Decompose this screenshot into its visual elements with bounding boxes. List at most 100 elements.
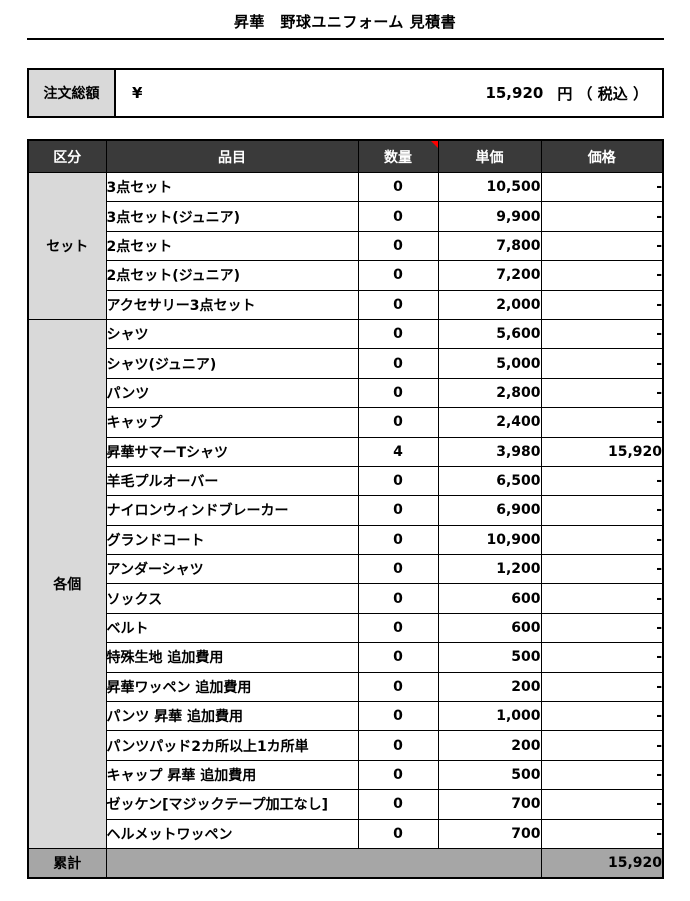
item-cell: キャップ: [105, 407, 359, 438]
unit-price-cell: 3,980: [437, 436, 542, 467]
unit-price-cell: 10,900: [437, 524, 542, 556]
unit-price-cell: 1,000: [437, 701, 542, 732]
item-cell: グランドコート: [105, 524, 359, 556]
quantity-cell[interactable]: 0: [357, 583, 439, 614]
price-cell: -: [540, 465, 664, 497]
price-cell: -: [540, 407, 664, 438]
order-total-value-cell: ¥ 15,920 円 （ 税込 ）: [116, 70, 662, 116]
quantity-cell[interactable]: 0: [357, 289, 439, 320]
item-cell: ゼッケン[マジックテープ加工なし]: [105, 789, 359, 820]
table-row: アクセサリー3点セット 0 2,000-: [28, 289, 664, 320]
quantity-cell[interactable]: 0: [357, 642, 439, 673]
table-row: キャップ 0 2,400-: [28, 407, 664, 438]
price-cell: -: [540, 671, 664, 703]
unit-price-cell: 10,500: [437, 171, 542, 203]
item-cell: 特殊生地 追加費用: [105, 642, 359, 673]
table-row: ゼッケン[マジックテープ加工なし] 0 700-: [28, 789, 664, 820]
quantity-cell[interactable]: 0: [357, 612, 439, 644]
unit-price-cell: 600: [437, 612, 542, 644]
order-total-suffix: 円 （ 税込 ）: [557, 84, 648, 103]
col-header-item: 品目: [105, 139, 359, 173]
quantity-cell[interactable]: 0: [357, 818, 439, 849]
unit-price-cell: 7,200: [437, 260, 542, 291]
price-cell: -: [540, 759, 664, 791]
quantity-cell[interactable]: 0: [357, 407, 439, 438]
table-header-row: 区分 品目 数量 単価 価格: [27, 139, 664, 173]
unit-price-cell: 500: [437, 759, 542, 791]
item-cell: ソックス: [105, 583, 359, 614]
total-price: 15,920: [540, 847, 664, 879]
total-row: 累計 15,920: [27, 847, 664, 879]
table-row: ヘルメットワッペン 0 700-: [28, 818, 664, 849]
item-cell: ヘルメットワッペン: [105, 818, 359, 849]
price-cell: -: [540, 348, 664, 379]
price-cell: -: [540, 260, 664, 291]
quantity-cell[interactable]: 0: [357, 230, 439, 262]
item-cell: ナイロンウィンドブレーカー: [105, 495, 359, 526]
price-cell: -: [540, 583, 664, 614]
table-row: シャツ(ジュニア) 0 5,000-: [28, 348, 664, 379]
quantity-cell[interactable]: 0: [357, 260, 439, 291]
unit-price-cell: 1,200: [437, 554, 542, 585]
quantity-cell[interactable]: 0: [357, 465, 439, 497]
item-cell: キャップ 昇華 追加費用: [105, 759, 359, 791]
quantity-cell[interactable]: 0: [357, 554, 439, 585]
unit-price-cell: 200: [437, 671, 542, 703]
quantity-cell[interactable]: 0: [357, 524, 439, 556]
unit-price-cell: 500: [437, 642, 542, 673]
unit-price-cell: 2,400: [437, 407, 542, 438]
table-row: パンツパッド2カ所以上1カ所単 0 200-: [28, 730, 664, 761]
table-row: グランドコート 0 10,900-: [28, 524, 664, 556]
price-cell: -: [540, 289, 664, 320]
table-row: パンツ 昇華 追加費用 0 1,000-: [28, 701, 664, 732]
unit-price-cell: 2,800: [437, 377, 542, 409]
unit-price-cell: 2,000: [437, 289, 542, 320]
currency-symbol: ¥: [132, 84, 143, 102]
unit-price-cell: 6,500: [437, 465, 542, 497]
quantity-cell[interactable]: 0: [357, 759, 439, 791]
item-cell: パンツ 昇華 追加費用: [105, 701, 359, 732]
order-total-box: 注文総額 ¥ 15,920 円 （ 税込 ）: [27, 68, 664, 118]
comment-marker-icon: [430, 141, 437, 148]
table-row: 特殊生地 追加費用 0 500-: [28, 642, 664, 673]
table-row: 2点セット(ジュニア) 0 7,200-: [28, 260, 664, 291]
quantity-cell[interactable]: 4: [357, 436, 439, 467]
order-total-label: 注文総額: [29, 70, 116, 116]
quantity-cell[interactable]: 0: [357, 701, 439, 732]
unit-price-cell: 700: [437, 818, 542, 849]
price-cell: -: [540, 730, 664, 761]
item-cell: アンダーシャツ: [105, 554, 359, 585]
quantity-cell[interactable]: 0: [357, 348, 439, 379]
table-row: ベルト 0 600-: [28, 612, 664, 644]
table-row: アンダーシャツ 0 1,200-: [28, 554, 664, 585]
quantity-cell[interactable]: 0: [357, 495, 439, 526]
order-total-amount-wrap: 15,920 円 （ 税込 ）: [485, 83, 648, 104]
table-row: セット 3点セット 0 10,500-: [27, 171, 664, 320]
quantity-cell[interactable]: 0: [357, 730, 439, 761]
quantity-cell[interactable]: 0: [357, 789, 439, 820]
quantity-cell[interactable]: 0: [357, 171, 439, 203]
item-cell: 昇華ワッペン 追加費用: [105, 671, 359, 703]
estimate-table: 区分 品目 数量 単価 価格 セット 3点セット 0 10,500-3点セット(ジュニ…: [27, 139, 664, 880]
price-cell: -: [540, 642, 664, 673]
col-header-price: 価格: [540, 139, 664, 173]
price-cell: -: [540, 612, 664, 644]
quantity-cell[interactable]: 0: [357, 671, 439, 703]
table-row: 2点セット 0 7,800-: [28, 230, 664, 262]
unit-price-cell: 5,600: [437, 318, 542, 350]
table-row: 昇華ワッペン 追加費用 0 200-: [28, 671, 664, 703]
item-cell: 昇華サマーTシャツ: [105, 436, 359, 467]
quantity-cell[interactable]: 0: [357, 201, 439, 232]
page-title: 昇華 野球ユニフォーム 見積書: [233, 13, 457, 31]
col-header-unit-price: 単価: [437, 139, 542, 173]
table-body: セット 3点セット 0 10,500-3点セット(ジュニア) 0 9,900-2点セット 0…: [27, 171, 664, 849]
order-total-amount: 15,920: [485, 84, 544, 102]
group-label: 各個: [27, 318, 107, 849]
table-row: パンツ 0 2,800-: [28, 377, 664, 409]
quantity-cell[interactable]: 0: [357, 318, 439, 350]
price-cell: -: [540, 201, 664, 232]
price-cell: -: [540, 701, 664, 732]
table-row: 3点セット(ジュニア) 0 9,900-: [28, 201, 664, 232]
quantity-cell[interactable]: 0: [357, 377, 439, 409]
